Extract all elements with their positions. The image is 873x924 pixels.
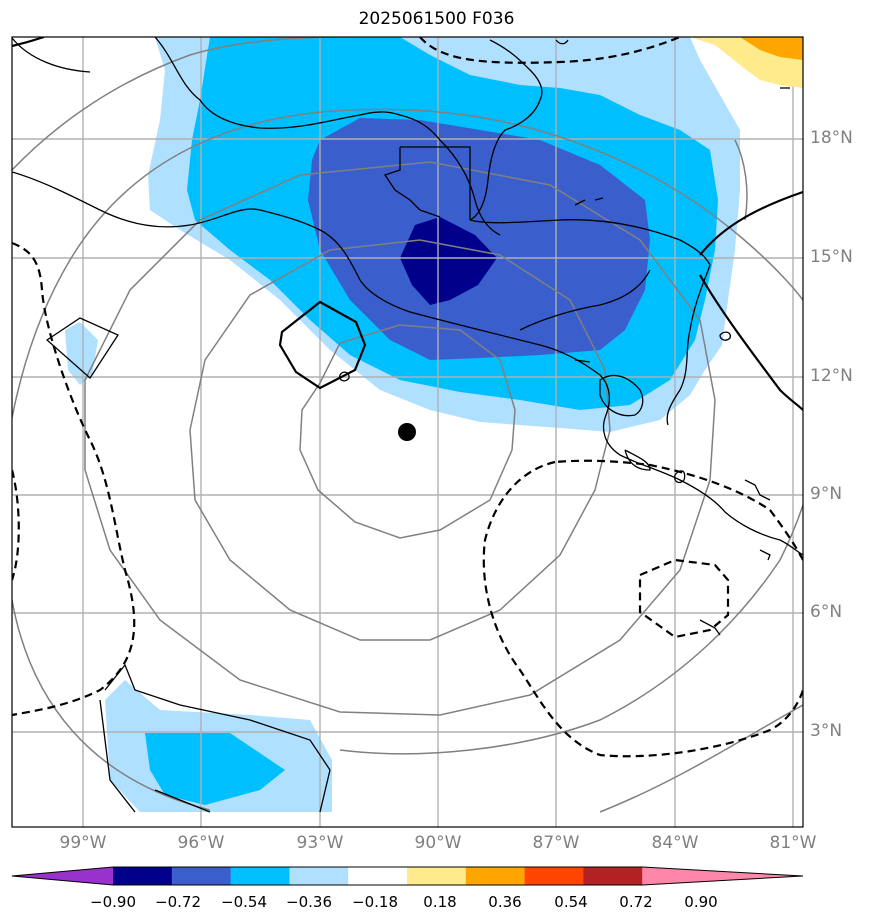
anomaly-royal-blue bbox=[308, 118, 650, 360]
colorbar-extend-min bbox=[12, 867, 113, 885]
anomaly-light-blue-west bbox=[65, 322, 98, 385]
colorbar-tick-label: 0.36 bbox=[488, 893, 522, 911]
colorbar-tick-label: −0.36 bbox=[286, 893, 332, 911]
colorbar-segment bbox=[113, 867, 173, 885]
colorbar-tick-label: −0.90 bbox=[90, 893, 136, 911]
colorbar-tick-label: −0.54 bbox=[221, 893, 267, 911]
map-title: 2025061500 F036 bbox=[358, 9, 515, 29]
storm-center-dot bbox=[398, 423, 416, 441]
lat-label-6n: 6°N bbox=[810, 602, 843, 622]
colorbar-extend-max bbox=[642, 867, 803, 885]
colorbar-segment bbox=[289, 867, 349, 885]
lon-label-96w: 96°W bbox=[177, 833, 225, 853]
lon-label-87w: 87°W bbox=[532, 833, 580, 853]
lon-label-90w: 90°W bbox=[414, 833, 462, 853]
coastlines bbox=[12, 37, 803, 813]
colorbar-tick-label: 0.54 bbox=[554, 893, 588, 911]
colorbar-segment bbox=[171, 867, 232, 885]
colorbar-segment bbox=[407, 867, 467, 885]
colorbar-segment bbox=[348, 867, 408, 885]
lon-label-84w: 84°W bbox=[651, 833, 699, 853]
lat-label-12n: 12°N bbox=[810, 366, 853, 386]
colorbar-tick-label: −0.18 bbox=[352, 893, 398, 911]
lat-label-15n: 15°N bbox=[810, 247, 853, 267]
anomaly-orange-ne bbox=[740, 37, 803, 60]
graticule bbox=[12, 37, 803, 827]
lon-label-93w: 93°W bbox=[296, 833, 344, 853]
solid-contours bbox=[12, 37, 803, 411]
anomaly-navy-core bbox=[400, 217, 497, 305]
dashed-contours bbox=[12, 37, 803, 758]
colorbar-tick-label: −0.72 bbox=[155, 893, 201, 911]
colorbar-segment bbox=[583, 867, 643, 885]
lat-label-9n: 9°N bbox=[810, 484, 843, 504]
lon-label-99w: 99°W bbox=[59, 833, 107, 853]
colorbar-tick-label: 0.72 bbox=[619, 893, 653, 911]
colorbar-segment bbox=[230, 867, 290, 885]
plot-frame bbox=[11, 36, 804, 828]
colorbar-segment bbox=[524, 867, 584, 885]
colorbar-tick-label: 0.18 bbox=[423, 893, 457, 911]
anomaly-sky-blue-south bbox=[145, 733, 285, 805]
lat-label-18n: 18°N bbox=[810, 128, 853, 148]
gray-contours bbox=[12, 37, 803, 813]
lon-label-81w: 81°W bbox=[769, 833, 817, 853]
colorbar-outline bbox=[11, 866, 804, 886]
colorbar-segment bbox=[465, 867, 526, 885]
colorbar-tick-label: 0.90 bbox=[684, 893, 718, 911]
colorbar bbox=[11, 866, 804, 886]
lat-label-3n: 3°N bbox=[810, 721, 843, 741]
